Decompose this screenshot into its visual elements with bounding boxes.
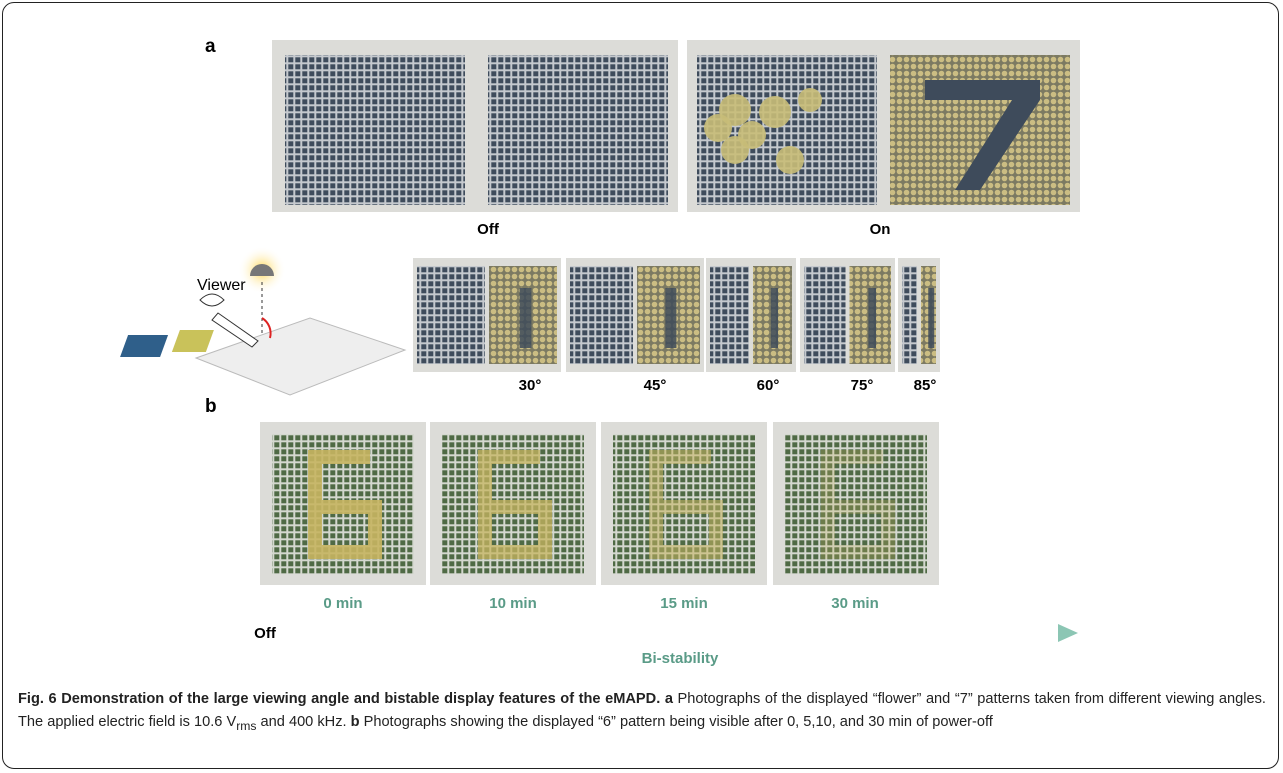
arrow-start: Off — [254, 625, 277, 642]
caption-label: a — [665, 691, 673, 707]
caption: Fig. 6 Demonstration of the large viewin… — [18, 688, 1266, 738]
time-label: 30 min — [831, 595, 879, 612]
pattern-seven — [928, 288, 934, 348]
photo-grid — [417, 266, 485, 364]
photo — [413, 258, 561, 372]
figure: a Off On Viewer b Off Bi-stability 30° 45… — [0, 0, 1283, 680]
time-label: 10 min — [489, 595, 537, 612]
panel-label: b — [205, 396, 217, 417]
pattern-seven — [665, 288, 676, 348]
photo — [898, 258, 940, 372]
time-label: 15 min — [660, 595, 708, 612]
photo — [601, 422, 767, 585]
caption-label: b — [351, 714, 360, 730]
caption-sub: rms — [236, 719, 256, 733]
caption-text: and 400 kHz. — [261, 714, 347, 730]
photo — [706, 258, 796, 372]
photo — [260, 422, 426, 585]
pattern-seven — [771, 288, 778, 348]
angle-label: 30° — [519, 377, 542, 394]
viewer-label: Viewer — [197, 277, 246, 294]
caption-text: Photographs showing the displayed “6” pa… — [364, 714, 993, 730]
pattern-seven — [868, 288, 876, 348]
photo — [430, 422, 596, 585]
photo — [773, 422, 939, 585]
arrow-head — [1058, 624, 1078, 642]
pattern-flower — [704, 114, 732, 142]
pattern-flower — [776, 146, 804, 174]
photo — [272, 40, 678, 212]
photo — [687, 40, 1080, 212]
photo-grid — [285, 55, 465, 205]
photo-grid — [804, 266, 846, 364]
pattern-flower — [798, 88, 822, 112]
panel-label: a — [205, 36, 216, 57]
photo — [800, 258, 895, 372]
state-label: On — [870, 221, 891, 238]
angle-label: 60° — [757, 377, 780, 394]
angle-label: 75° — [851, 377, 874, 394]
caption-title: Fig. 6 Demonstration of the large viewin… — [18, 691, 660, 707]
state-label: Off — [477, 221, 500, 238]
photo-grid — [710, 266, 749, 364]
pattern-flower — [721, 136, 749, 164]
arrow-label: Bi-stability — [642, 650, 719, 667]
photo-grid — [902, 266, 917, 364]
time-label: 0 min — [323, 595, 362, 612]
pattern-flower — [759, 96, 791, 128]
photo — [566, 258, 704, 372]
angle-label: 85° — [914, 377, 937, 394]
angle-label: 45° — [644, 377, 667, 394]
illustration — [120, 246, 405, 395]
photo-grid — [570, 266, 633, 364]
photo-grid — [488, 55, 668, 205]
pattern-seven — [520, 288, 532, 348]
